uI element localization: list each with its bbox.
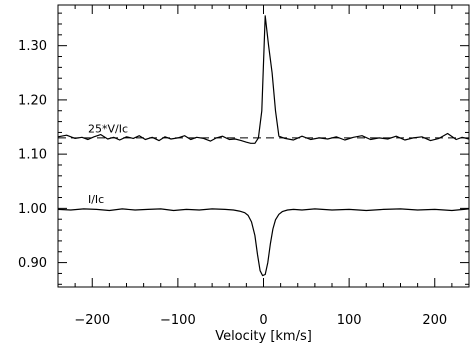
y-tick-label: 1.00 bbox=[18, 202, 47, 217]
y-tick-label: 1.30 bbox=[18, 39, 47, 54]
series-line-stokes-v bbox=[57, 15, 470, 144]
annotations: 25*V/Ic I/Ic bbox=[88, 123, 128, 207]
series-lines bbox=[57, 15, 470, 277]
x-tick-label: −100 bbox=[160, 313, 196, 328]
series-annotation-label: 25*V/Ic bbox=[88, 123, 128, 136]
x-axis-label: Velocity [km/s] bbox=[215, 329, 312, 344]
y-tick-label: 0.90 bbox=[18, 256, 47, 271]
series-annotation-label: I/Ic bbox=[88, 193, 104, 206]
y-tick-label: 1.20 bbox=[18, 93, 47, 108]
x-tick-label: −200 bbox=[74, 313, 110, 328]
series-line-intensity bbox=[57, 208, 470, 277]
axis-ticks bbox=[57, 5, 470, 287]
x-tick-label: 100 bbox=[337, 313, 362, 328]
axis-tick-labels: −200 −100 0 100 200 0.90 1.00 1.10 1.20 1.30 bbox=[18, 39, 447, 328]
x-tick-label: 200 bbox=[422, 313, 447, 328]
y-tick-label: 1.10 bbox=[18, 148, 47, 163]
x-tick-label: 0 bbox=[259, 313, 267, 328]
